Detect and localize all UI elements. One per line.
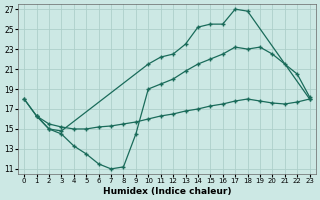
X-axis label: Humidex (Indice chaleur): Humidex (Indice chaleur) bbox=[103, 187, 231, 196]
